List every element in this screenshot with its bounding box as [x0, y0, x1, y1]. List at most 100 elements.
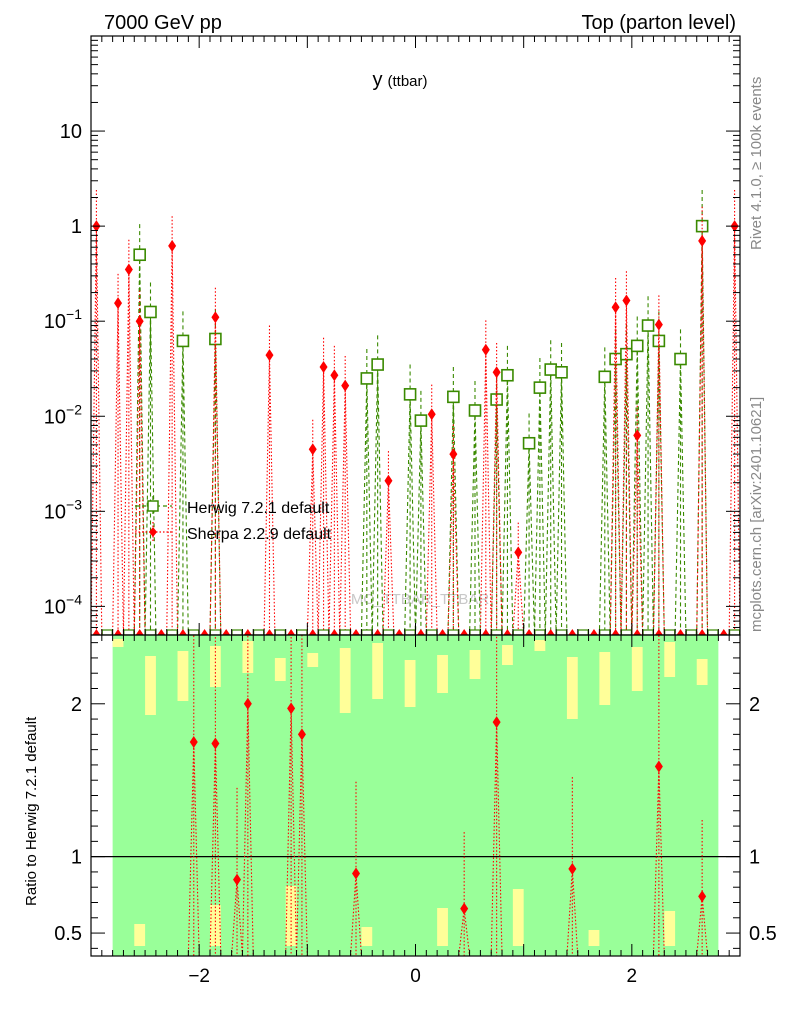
- ratio-syst-band-bin: [631, 647, 643, 691]
- main-empty-bin-marker: [253, 629, 265, 635]
- main-empty-bin-marker: [654, 629, 663, 635]
- main-sherpa-point: [654, 318, 663, 331]
- main-herwig-point: [544, 363, 558, 376]
- ratio-syst-band-bin: [566, 657, 578, 719]
- axes: −2 0 2 10−4 10−3 10−2 10−1 1 10 0.5 0.5 1 1 2 2: [44, 35, 777, 987]
- main-empty-bin-marker: [620, 629, 633, 635]
- main-empty-bin-marker: [330, 629, 339, 635]
- ratio-y-tick-label-right: 0.5: [749, 923, 777, 945]
- header-left: 7000 GeV pp: [104, 12, 222, 34]
- ratio-sherpa-point: [233, 873, 242, 886]
- ratio-sherpa-point: [654, 760, 663, 773]
- main-herwig-point: [674, 352, 687, 366]
- ratio-syst-band-bin: [437, 655, 448, 693]
- ratio-syst-band-bin: [404, 660, 416, 707]
- ratio-y-tick-label-left: 0.5: [54, 923, 82, 945]
- ratio-syst-band-bin: [534, 640, 546, 651]
- main-empty-bin-marker: [728, 629, 740, 635]
- main-empty-bin-marker: [352, 629, 361, 635]
- main-sherpa-point: [308, 443, 317, 456]
- main-empty-bin-marker: [265, 629, 274, 635]
- header-right: Top (parton level): [581, 12, 736, 34]
- main-herwig-point: [447, 390, 460, 404]
- main-empty-bin-marker: [308, 629, 317, 635]
- ratio-sherpa-point: [211, 737, 220, 750]
- main-empty-bin-marker: [589, 629, 598, 635]
- main-herwig-point: [555, 365, 568, 379]
- main-herwig-point: [620, 347, 633, 361]
- main-sherpa-point: [265, 349, 274, 362]
- main-empty-bin-marker: [481, 629, 490, 635]
- ratio-sherpa-point: [297, 728, 306, 741]
- main-empty-bin-marker: [178, 629, 187, 635]
- main-empty-bin-marker: [546, 629, 555, 635]
- main-empty-bin-marker: [719, 629, 728, 635]
- main-empty-bin-marker: [438, 629, 447, 635]
- x-tick-label: −2: [188, 966, 210, 987]
- ratio-syst-band-bin: [469, 650, 481, 679]
- x-tick-label: 0: [410, 966, 421, 987]
- main-herwig-point: [414, 414, 428, 427]
- ratio-syst-band-bin: [285, 886, 297, 946]
- main-herwig-point: [641, 319, 655, 332]
- main-sherpa-point: [384, 474, 393, 487]
- ratio-syst-band-bin: [112, 639, 124, 647]
- ratio-syst-band-bin: [361, 927, 373, 946]
- main-empty-bin-marker: [144, 629, 157, 635]
- main-empty-bin-marker: [222, 629, 231, 635]
- main-herwig-point: [598, 370, 612, 384]
- main-empty-bin-marker: [491, 629, 503, 635]
- main-empty-bin-marker: [460, 629, 469, 635]
- main-empty-bin-marker: [231, 629, 243, 635]
- main-sherpa-point: [622, 294, 631, 307]
- main-herwig-point: [133, 248, 146, 262]
- main-empty-bin-marker: [568, 629, 577, 635]
- ratio-y-tick-label-left: 2: [71, 694, 82, 716]
- main-empty-bin-marker: [633, 629, 642, 635]
- main-empty-bin-marker: [243, 629, 252, 635]
- main-empty-bin-marker: [274, 629, 286, 635]
- ratio-syst-band-bin: [437, 908, 448, 946]
- ratio-sherpa-point: [698, 890, 707, 903]
- main-sherpa-point: [492, 366, 501, 379]
- watermark: MC_TTBAR_TTBAR: [351, 591, 490, 608]
- ratio-sherpa-point: [189, 736, 198, 748]
- main-herwig-point: [522, 436, 536, 450]
- main-sherpa-point: [211, 311, 220, 324]
- main-empty-bin-marker: [101, 629, 113, 635]
- main-herwig-point: [371, 358, 384, 371]
- main-empty-bin-marker: [373, 629, 382, 635]
- ratio-sherpa-point: [492, 716, 501, 729]
- legend-entry-sherpa: Sherpa 2.2.9 default: [135, 522, 332, 543]
- main-y-tick-label: 1: [71, 216, 82, 238]
- main-sherpa-point: [124, 263, 133, 276]
- ratio-uncertainty-bands: [112, 635, 719, 956]
- main-empty-bin-marker: [503, 629, 512, 635]
- main-sherpa-point: [114, 297, 123, 310]
- main-empty-bin-marker: [577, 629, 589, 635]
- main-empty-bin-marker: [361, 629, 373, 635]
- main-sherpa-point: [319, 360, 328, 373]
- legend-sherpa-marker: [149, 527, 157, 537]
- main-sherpa-point: [135, 315, 144, 328]
- legend-sherpa-label: Sherpa 2.2.9 default: [187, 526, 332, 543]
- main-herwig-point: [468, 404, 482, 417]
- main-herwig-line: [133, 226, 709, 635]
- main-empty-bin-marker: [642, 629, 654, 635]
- ratio-sherpa-point: [243, 697, 252, 710]
- main-y-tick-label: 10−3: [44, 496, 82, 523]
- ratio-syst-band-bin: [177, 651, 189, 701]
- main-empty-bin-marker: [317, 629, 330, 635]
- main-empty-bin-marker: [287, 629, 296, 635]
- main-empty-bin-marker: [707, 629, 719, 635]
- ratio-y-tick-label-right: 1: [749, 847, 760, 869]
- ratio-syst-band-bin: [307, 653, 319, 667]
- ratio-syst-band-bin: [512, 889, 524, 946]
- main-empty-bin-marker: [188, 629, 200, 635]
- main-herwig-point: [630, 339, 644, 353]
- main-herwig-point: [695, 219, 709, 233]
- legend-herwig-marker: [147, 500, 159, 512]
- chart-title-main: y: [372, 69, 382, 91]
- main-sherpa-point: [168, 239, 177, 252]
